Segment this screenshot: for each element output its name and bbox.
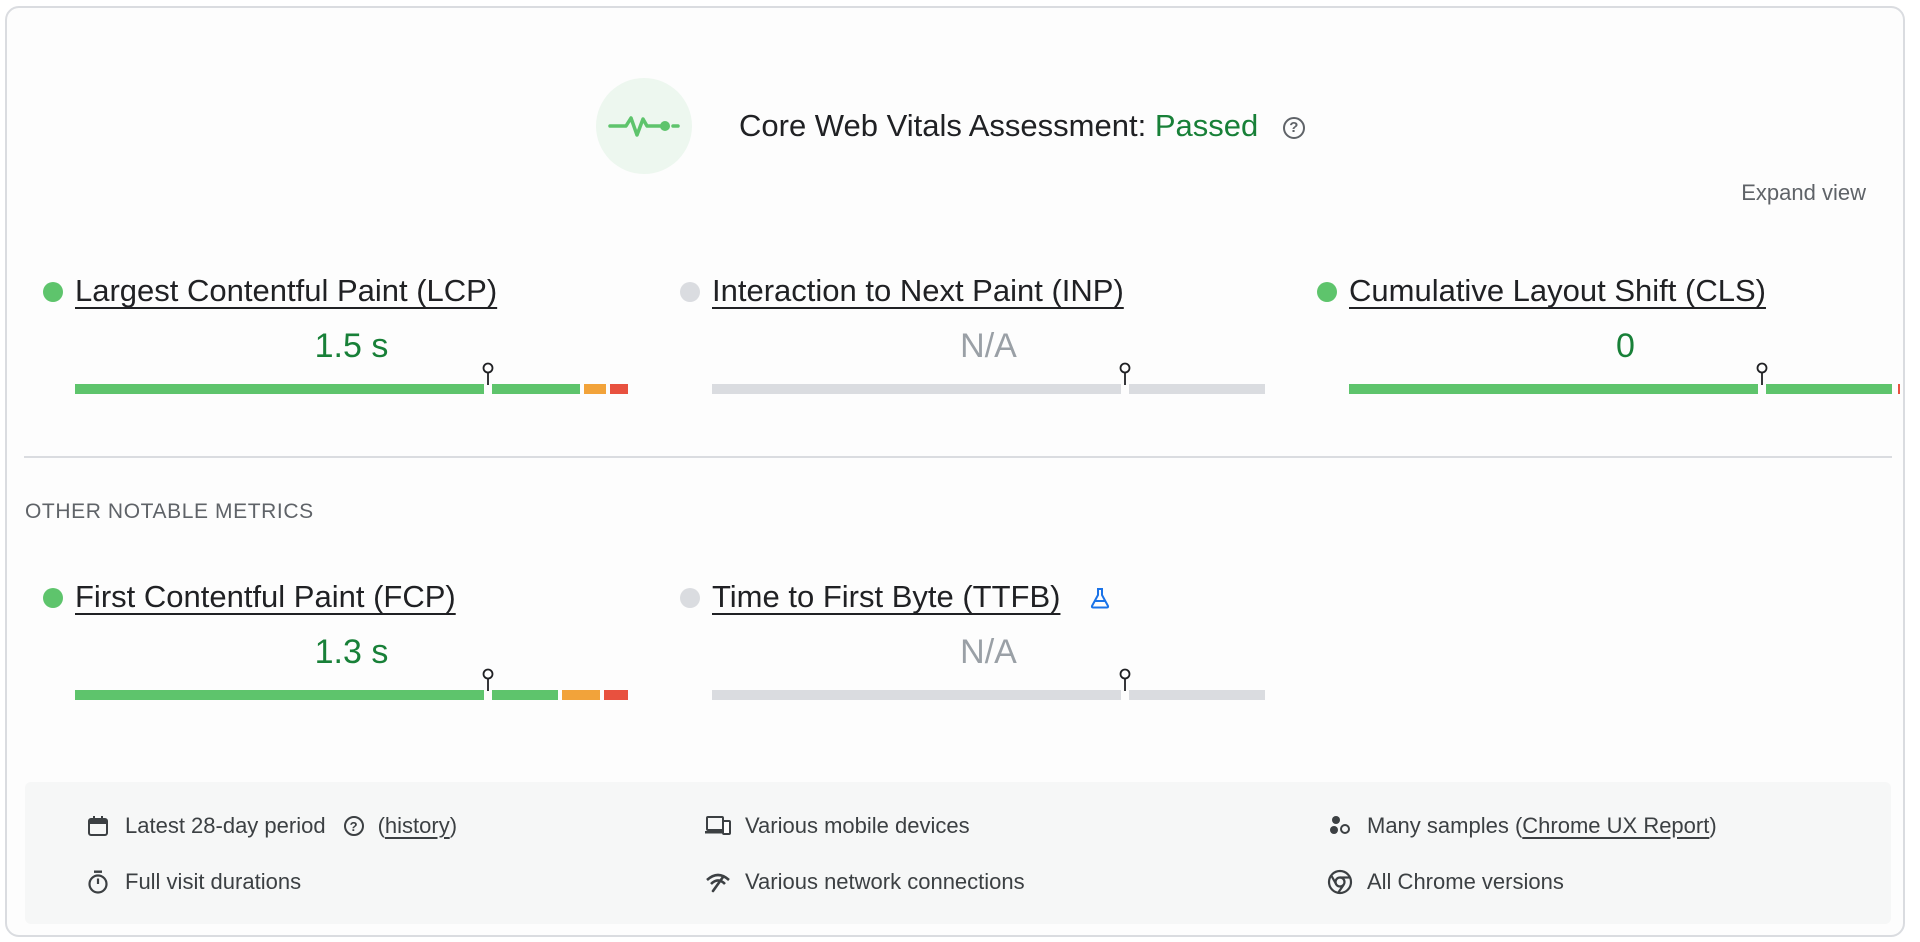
metric-name-link[interactable]: Cumulative Layout Shift (CLS) [1349, 273, 1766, 309]
history-open-paren: ( [377, 813, 385, 838]
versions-label: All Chrome versions [1367, 869, 1564, 894]
stopwatch-icon [83, 867, 113, 897]
history-link[interactable]: history [384, 813, 450, 838]
info-versions: All Chrome versions [1325, 866, 1564, 898]
metric-name: Time to First Byte (TTFB) [712, 579, 1061, 614]
chrome-icon [1325, 867, 1355, 897]
bar-segment [492, 690, 558, 700]
status-dot [43, 282, 63, 302]
other-metrics-heading: OTHER NOTABLE METRICS [25, 500, 314, 523]
status-dot [680, 588, 700, 608]
bar-segment [1766, 384, 1892, 394]
bar-segment [75, 690, 484, 700]
distribution-bar [75, 384, 628, 394]
durations-label: Full visit durations [125, 869, 302, 894]
distribution-bar [1349, 384, 1902, 394]
bar-segment [1898, 384, 1900, 394]
metric-value: N/A [960, 327, 1017, 365]
help-icon[interactable]: ? [1282, 117, 1305, 139]
status-dot [1317, 282, 1337, 302]
bar-segment [1349, 384, 1758, 394]
period-label: Latest 28-day period [125, 813, 326, 838]
info-samples: Many samples (Chrome UX Report) [1325, 810, 1717, 842]
bar-segment [492, 384, 580, 394]
assessment-title: Core Web Vitals Assessment: Passed ? [739, 108, 1305, 144]
distribution-bar [712, 384, 1265, 394]
info-panel: Latest 28-day period ? (history) Full vi… [25, 782, 1891, 924]
info-network: Various network connections [703, 866, 1025, 898]
info-devices: Various mobile devices [703, 810, 970, 842]
vitals-pulse-icon [596, 78, 692, 174]
samples-suffix: ) [1709, 813, 1717, 838]
percentile-marker-icon [481, 668, 495, 692]
bar-segment [1129, 384, 1265, 394]
assessment-title-prefix: Core Web Vitals Assessment: [739, 108, 1147, 143]
metric-name-link[interactable]: Time to First Byte (TTFB) [712, 579, 1060, 615]
percentile-marker-icon [1118, 362, 1132, 386]
expand-view-button[interactable]: Expand view [1741, 180, 1866, 205]
network-label: Various network connections [745, 869, 1025, 894]
bar-segment [712, 384, 1121, 394]
network-icon [703, 867, 733, 897]
metric-value: 0 [1616, 327, 1635, 365]
distribution-bar [712, 690, 1265, 700]
metric-name-link[interactable]: First Contentful Paint (FCP) [75, 579, 456, 615]
metric-lcp: Largest Contentful Paint (LCP) 1.5 s [43, 273, 628, 413]
metric-name: Interaction to Next Paint (INP) [712, 273, 1124, 308]
metric-value: 1.3 s [314, 633, 389, 671]
metric-value: 1.5 s [314, 327, 389, 365]
info-period: Latest 28-day period ? (history) [83, 810, 457, 842]
metric-name-link[interactable]: Interaction to Next Paint (INP) [712, 273, 1124, 309]
status-dot [43, 588, 63, 608]
metric-ttfb: Time to First Byte (TTFB) N/A [680, 579, 1265, 719]
bar-segment [75, 384, 484, 394]
percentile-marker-icon [1755, 362, 1769, 386]
info-durations: Full visit durations [83, 866, 301, 898]
percentile-marker-icon [481, 362, 495, 386]
samples-icon [1325, 811, 1355, 841]
metric-name: Cumulative Layout Shift (CLS) [1349, 273, 1766, 308]
devices-label: Various mobile devices [745, 813, 970, 838]
metric-inp: Interaction to Next Paint (INP) N/A [680, 273, 1265, 413]
bar-segment [712, 690, 1121, 700]
bar-segment [1129, 690, 1265, 700]
metric-name: First Contentful Paint (FCP) [75, 579, 456, 614]
bar-segment [604, 690, 628, 700]
period-help-icon[interactable]: ? [343, 816, 364, 836]
status-dot [680, 282, 700, 302]
percentile-marker-icon [1118, 668, 1132, 692]
metric-name: Largest Contentful Paint (LCP) [75, 273, 498, 308]
metric-name-link[interactable]: Largest Contentful Paint (LCP) [75, 273, 497, 309]
bar-segment [610, 384, 628, 394]
history-close-paren: ) [449, 813, 458, 838]
metric-cls: Cumulative Layout Shift (CLS) 0 [1317, 273, 1900, 413]
distribution-bar [75, 690, 628, 700]
calendar-icon [83, 811, 113, 841]
chrome-ux-report-link[interactable]: Chrome UX Report [1522, 813, 1710, 838]
flask-icon [1090, 587, 1110, 614]
assessment-status: Passed [1154, 108, 1259, 143]
bar-segment [562, 690, 600, 700]
metric-value: N/A [960, 633, 1017, 671]
devices-icon [703, 811, 733, 841]
section-divider [24, 456, 1892, 458]
cwv-card: Core Web Vitals Assessment: Passed ? Exp… [5, 6, 1905, 937]
bar-segment [584, 384, 606, 394]
metric-fcp: First Contentful Paint (FCP) 1.3 s [43, 579, 628, 719]
samples-prefix: Many samples ( [1367, 813, 1523, 838]
